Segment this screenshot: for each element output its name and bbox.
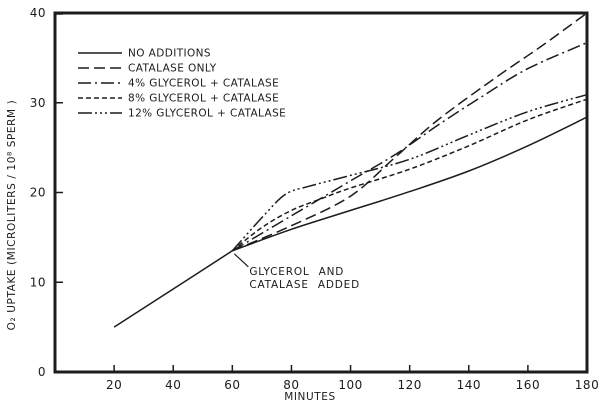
- x-tick-label: 20: [106, 378, 122, 392]
- series-line-12-glycerol-catalase: [231, 93, 588, 252]
- y-tick-label: 10: [30, 275, 46, 289]
- series-line-8-glycerol-catalase: [231, 98, 588, 252]
- annotation-glycerol-catalase-added: CATALASE ADDED: [249, 279, 360, 291]
- x-tick-label: 140: [457, 378, 481, 392]
- x-tick-label: 40: [165, 378, 181, 392]
- x-tick-label: 60: [224, 378, 240, 392]
- legend-label: 4% GLYCEROL + CATALASE: [128, 78, 279, 90]
- legend-label: 12% GLYCEROL + CATALASE: [128, 108, 286, 120]
- legend-label: NO ADDITIONS: [128, 48, 211, 60]
- annotation-glycerol-catalase-added: GLYCEROL AND: [249, 266, 344, 278]
- y-tick-label: 40: [30, 6, 46, 20]
- x-tick-label: 120: [397, 378, 421, 392]
- legend-label: 8% GLYCEROL + CATALASE: [128, 93, 279, 105]
- series-line-catalase-only: [232, 12, 588, 252]
- series-line-no-additions: [232, 116, 588, 252]
- annotation-leader-line: [233, 253, 249, 268]
- x-tick-label: 160: [516, 378, 540, 392]
- y-tick-label: 20: [30, 186, 46, 200]
- x-tick-label: 100: [338, 378, 362, 392]
- y-axis-title: O₂ UPTAKE (MICROLITERS / 10⁸ SPERM ): [6, 100, 18, 331]
- series-line-shared-segment: [113, 250, 233, 328]
- y-tick-label: 0: [38, 365, 46, 379]
- series-line-4-glycerol-catalase: [231, 41, 588, 252]
- x-tick-label: 80: [283, 378, 299, 392]
- y-tick-label: 30: [30, 96, 46, 110]
- legend-label: CATALASE ONLY: [128, 63, 217, 75]
- x-tick-label: 180: [575, 378, 599, 392]
- x-axis-title: MINUTES: [284, 391, 336, 401]
